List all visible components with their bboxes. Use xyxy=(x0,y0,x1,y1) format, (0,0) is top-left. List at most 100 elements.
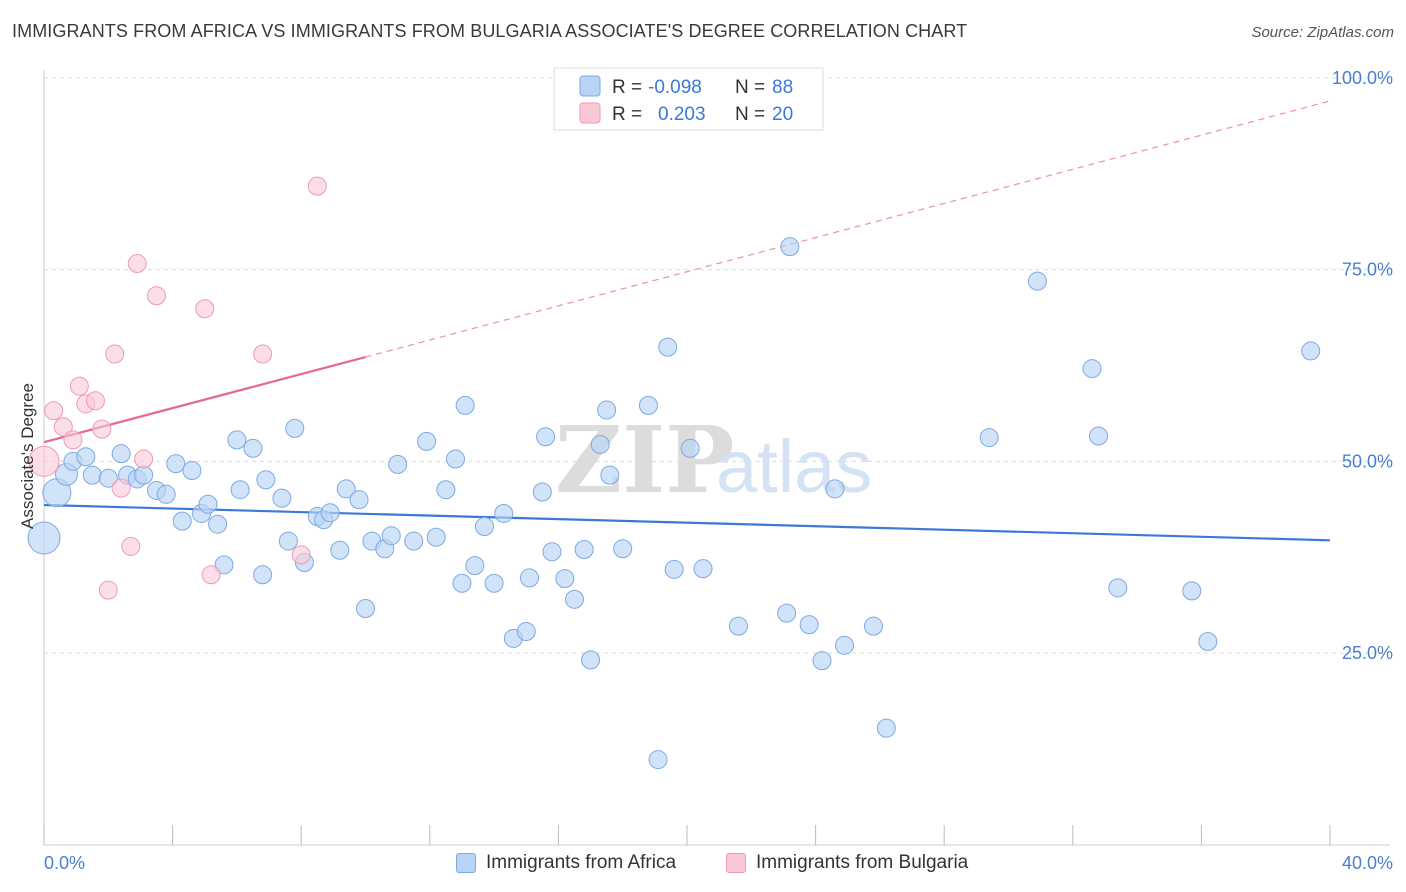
legend-swatch-africa xyxy=(579,75,601,97)
point-africa xyxy=(98,468,118,488)
point-africa xyxy=(243,438,263,458)
point-africa xyxy=(320,503,340,523)
point-africa xyxy=(574,540,594,559)
point-africa xyxy=(134,465,154,485)
point-africa xyxy=(426,527,446,547)
point-africa xyxy=(214,555,234,575)
legend-bulgaria-n-value: 20 xyxy=(772,104,793,125)
point-africa xyxy=(658,337,678,357)
point-bulgaria xyxy=(105,344,125,364)
point-africa xyxy=(799,615,819,635)
point-bulgaria xyxy=(134,449,154,469)
point-africa xyxy=(404,531,424,551)
point-bulgaria xyxy=(85,391,105,411)
point-africa xyxy=(542,542,562,562)
point-africa xyxy=(446,449,466,469)
trend-line-africa xyxy=(43,503,1331,542)
trend-line-bulgaria-projection xyxy=(365,100,1331,358)
legend-africa-n-label: N = xyxy=(735,77,765,98)
point-bulgaria xyxy=(69,376,89,396)
point-africa xyxy=(336,479,356,499)
watermark-zip: ZIP xyxy=(555,406,734,514)
point-africa xyxy=(728,616,748,636)
tick-labels: 25.0% 50.0% 75.0% 100.0% 0.0% 40.0% xyxy=(44,68,1393,873)
point-africa xyxy=(272,488,292,508)
point-bulgaria xyxy=(28,445,60,477)
point-africa xyxy=(590,434,610,454)
watermark-atlas: atlas xyxy=(716,425,872,508)
y-tick-label: 25.0% xyxy=(1342,643,1393,663)
point-africa xyxy=(1108,578,1128,598)
point-africa xyxy=(166,454,186,474)
point-bulgaria xyxy=(92,419,112,439)
point-africa xyxy=(356,599,375,619)
legend-bulgaria-r-label: R = xyxy=(612,104,642,125)
point-africa xyxy=(777,603,797,623)
point-bulgaria xyxy=(63,430,83,450)
point-africa xyxy=(111,444,131,464)
point-africa xyxy=(208,514,228,534)
point-africa xyxy=(156,484,176,504)
point-africa xyxy=(1082,359,1102,379)
point-africa xyxy=(198,494,218,514)
point-africa xyxy=(812,651,832,671)
point-africa xyxy=(1027,271,1047,291)
point-africa xyxy=(780,237,800,257)
point-bulgaria xyxy=(53,417,73,437)
point-africa xyxy=(555,569,575,589)
point-africa xyxy=(330,540,350,560)
legend-bulgaria-r-value: 0.203 xyxy=(658,104,706,125)
point-africa xyxy=(693,559,713,579)
legend-africa-r-value: -0.098 xyxy=(648,77,702,98)
legend-africa-n-value: 88 xyxy=(772,77,793,98)
point-africa xyxy=(82,465,102,485)
y-tick-label: 100.0% xyxy=(1332,68,1393,88)
point-africa xyxy=(638,395,658,415)
point-africa xyxy=(516,622,536,642)
point-africa xyxy=(648,750,668,770)
point-bulgaria xyxy=(127,254,147,274)
y-tick-label: 50.0% xyxy=(1342,451,1393,471)
point-africa xyxy=(182,461,202,481)
point-bulgaria xyxy=(98,580,118,600)
grid-lines xyxy=(44,77,1390,654)
point-africa xyxy=(417,431,437,451)
y-axis-label: Associate's Degree xyxy=(18,383,37,529)
point-africa xyxy=(474,517,494,536)
point-bulgaria xyxy=(201,565,221,585)
point-africa xyxy=(455,395,475,415)
point-africa xyxy=(597,400,617,420)
point-africa xyxy=(256,470,276,490)
point-africa xyxy=(1301,341,1321,361)
bottom-legend: Immigrants from Africa Immigrants from B… xyxy=(0,852,1406,878)
point-africa xyxy=(564,589,584,609)
chart-title: IMMIGRANTS FROM AFRICA VS IMMIGRANTS FRO… xyxy=(12,21,968,41)
point-africa xyxy=(230,480,250,500)
point-africa xyxy=(519,568,539,588)
y-tick-label: 75.0% xyxy=(1342,260,1393,280)
point-africa xyxy=(285,418,305,438)
x-tick-label: 0.0% xyxy=(44,853,85,873)
point-africa xyxy=(979,428,999,448)
point-africa xyxy=(452,573,472,593)
point-africa xyxy=(172,511,192,531)
point-africa xyxy=(76,447,96,467)
x-tick-label: 40.0% xyxy=(1342,853,1393,873)
legend-label-bulgaria: Immigrants from Bulgaria xyxy=(756,852,969,873)
legend-swatch-bulgaria xyxy=(579,102,601,124)
point-africa xyxy=(349,490,369,510)
point-africa xyxy=(835,635,855,655)
point-africa xyxy=(436,480,456,500)
point-bulgaria xyxy=(195,299,215,319)
point-africa xyxy=(532,482,552,502)
point-africa xyxy=(494,503,514,523)
source-label: Source: ZipAtlas.com xyxy=(1251,24,1394,41)
point-africa xyxy=(536,427,556,447)
point-africa xyxy=(27,521,61,555)
point-africa xyxy=(613,539,633,559)
point-africa xyxy=(1182,581,1202,601)
point-bulgaria xyxy=(111,478,131,498)
legend-swatch-bulgaria-bottom xyxy=(726,853,746,873)
legend-swatch-africa-bottom xyxy=(456,853,476,873)
